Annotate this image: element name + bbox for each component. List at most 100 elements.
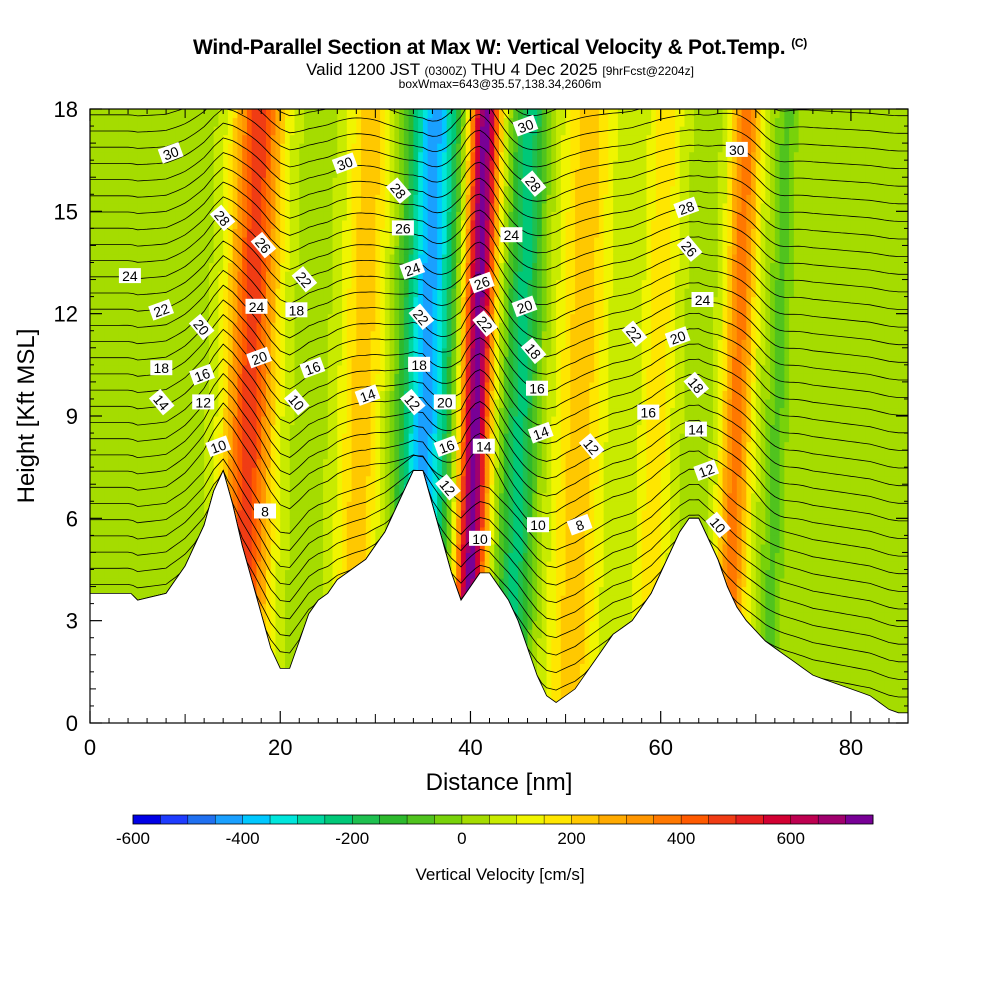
w-cell bbox=[142, 518, 148, 528]
w-cell bbox=[246, 509, 253, 519]
w-cell bbox=[356, 168, 362, 178]
w-cell bbox=[380, 126, 386, 136]
w-cell bbox=[189, 347, 196, 357]
w-cell bbox=[142, 151, 148, 161]
w-cell bbox=[246, 109, 253, 119]
w-cell bbox=[175, 381, 181, 392]
w-cell bbox=[189, 467, 196, 477]
w-cell bbox=[375, 339, 381, 349]
w-cell bbox=[318, 398, 324, 409]
w-cell bbox=[351, 450, 357, 460]
w-cell bbox=[327, 450, 334, 460]
w-cell bbox=[375, 126, 381, 136]
w-cell bbox=[356, 373, 362, 383]
w-cell bbox=[180, 177, 186, 187]
w-cell bbox=[109, 526, 115, 536]
w-cell bbox=[313, 381, 319, 392]
w-cell bbox=[280, 475, 286, 485]
w-cell bbox=[90, 253, 96, 264]
w-cell bbox=[342, 364, 348, 374]
w-cell bbox=[147, 475, 153, 485]
w-cell bbox=[170, 467, 177, 477]
w-cell bbox=[308, 313, 315, 323]
w-cell bbox=[104, 228, 110, 238]
w-cell bbox=[346, 441, 353, 451]
w-cell bbox=[351, 236, 357, 247]
w-cell bbox=[337, 185, 343, 195]
w-cell bbox=[151, 543, 158, 554]
w-cell bbox=[280, 407, 286, 417]
w-cell bbox=[327, 236, 334, 247]
w-cell bbox=[128, 484, 134, 494]
w-cell bbox=[113, 458, 120, 468]
w-cell bbox=[242, 543, 248, 554]
w-cell bbox=[113, 424, 120, 434]
w-cell bbox=[218, 245, 224, 255]
w-cell bbox=[123, 262, 129, 272]
w-cell bbox=[175, 509, 181, 519]
w-cell bbox=[123, 177, 129, 187]
w-cell bbox=[118, 416, 124, 426]
w-cell bbox=[284, 126, 291, 136]
w-cell bbox=[90, 501, 96, 511]
w-cell bbox=[313, 433, 319, 443]
w-cell bbox=[251, 569, 258, 579]
w-cell bbox=[218, 458, 224, 468]
w-cell bbox=[175, 560, 181, 571]
w-cell bbox=[109, 185, 115, 195]
w-cell bbox=[399, 202, 405, 212]
w-cell bbox=[351, 168, 357, 178]
w-cell bbox=[337, 458, 343, 468]
w-cell bbox=[270, 194, 277, 204]
w-cell bbox=[351, 271, 357, 281]
w-cell bbox=[265, 569, 272, 579]
w-cell bbox=[137, 458, 143, 468]
w-cell bbox=[161, 578, 167, 588]
w-cell bbox=[175, 228, 181, 238]
w-cell bbox=[246, 279, 253, 289]
w-cell bbox=[175, 407, 181, 417]
w-cell bbox=[199, 160, 205, 170]
w-cell bbox=[90, 416, 96, 426]
w-cell bbox=[323, 211, 329, 221]
w-cell bbox=[227, 202, 234, 212]
w-cell bbox=[280, 134, 286, 144]
w-cell bbox=[299, 441, 305, 451]
chart-title: Wind-Parallel Section at Max W: Vertical… bbox=[0, 36, 1000, 60]
w-cell bbox=[166, 194, 172, 204]
w-cell bbox=[118, 458, 124, 468]
w-cell bbox=[275, 262, 281, 272]
w-cell bbox=[351, 416, 357, 426]
w-cell bbox=[113, 151, 120, 161]
w-cell bbox=[151, 219, 158, 229]
w-cell bbox=[118, 390, 124, 400]
w-cell bbox=[356, 433, 362, 443]
w-cell bbox=[189, 407, 196, 417]
w-cell bbox=[380, 526, 386, 536]
w-cell bbox=[323, 245, 329, 255]
w-cell bbox=[137, 219, 143, 229]
w-cell bbox=[185, 160, 191, 170]
w-cell bbox=[137, 416, 143, 426]
w-cell bbox=[265, 330, 272, 340]
w-cell bbox=[380, 509, 386, 519]
w-cell bbox=[147, 424, 153, 434]
w-cell bbox=[365, 160, 372, 170]
w-cell bbox=[189, 433, 196, 443]
w-cell bbox=[128, 296, 134, 306]
w-cell bbox=[90, 475, 96, 485]
w-cell bbox=[170, 450, 177, 460]
w-cell bbox=[275, 518, 281, 528]
valid-time-line: Valid 1200 JST (0300Z) THU 4 Dec 2025 [9… bbox=[0, 60, 1000, 80]
w-cell bbox=[104, 117, 110, 127]
w-cell bbox=[204, 339, 210, 349]
w-cell bbox=[351, 356, 357, 366]
w-cell bbox=[151, 134, 158, 144]
w-cell bbox=[175, 526, 181, 536]
w-cell bbox=[109, 535, 115, 545]
w-cell bbox=[346, 296, 353, 306]
w-cell bbox=[246, 236, 253, 247]
w-cell bbox=[284, 646, 291, 656]
w-cell bbox=[280, 526, 286, 536]
w-cell bbox=[161, 416, 167, 426]
